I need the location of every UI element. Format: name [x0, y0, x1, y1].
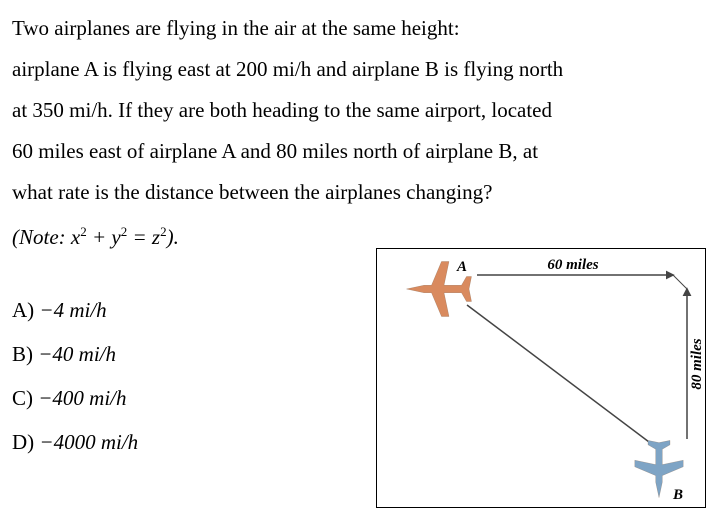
diagram-svg: 60 miles 80 miles A B — [377, 249, 707, 509]
line1: Two airplanes are flying in the air at t… — [12, 8, 714, 49]
hint-note: (Note: x2 + y2 = z2). — [12, 217, 179, 258]
note-mid1: + y — [87, 225, 121, 249]
note-prefix: (Note: x — [12, 225, 80, 249]
line2: airplane A is flying east at 200 mi/h an… — [12, 49, 714, 90]
svg-text:80 miles: 80 miles — [689, 338, 705, 389]
svg-text:A: A — [456, 259, 467, 275]
option-c-label: C) — [12, 386, 38, 410]
option-c-value: −400 mi/h — [38, 386, 126, 410]
diagram-figure: 60 miles 80 miles A B — [376, 248, 706, 508]
option-d-label: D) — [12, 430, 39, 454]
svg-text:B: B — [672, 487, 683, 503]
option-a-label: A) — [12, 298, 39, 322]
option-b-value: −40 mi/h — [38, 342, 116, 366]
problem-text: Two airplanes are flying in the air at t… — [12, 8, 714, 213]
option-a-value: −4 mi/h — [39, 298, 106, 322]
option-b-label: B) — [12, 342, 38, 366]
note-suffix: ). — [167, 225, 179, 249]
note-mid2: = z — [127, 225, 160, 249]
line5: what rate is the distance between the ai… — [12, 172, 714, 213]
line3: at 350 mi/h. If they are both heading to… — [12, 90, 714, 131]
svg-text:60 miles: 60 miles — [547, 257, 598, 273]
option-d-value: −4000 mi/h — [39, 430, 138, 454]
line4: 60 miles east of airplane A and 80 miles… — [12, 131, 714, 172]
